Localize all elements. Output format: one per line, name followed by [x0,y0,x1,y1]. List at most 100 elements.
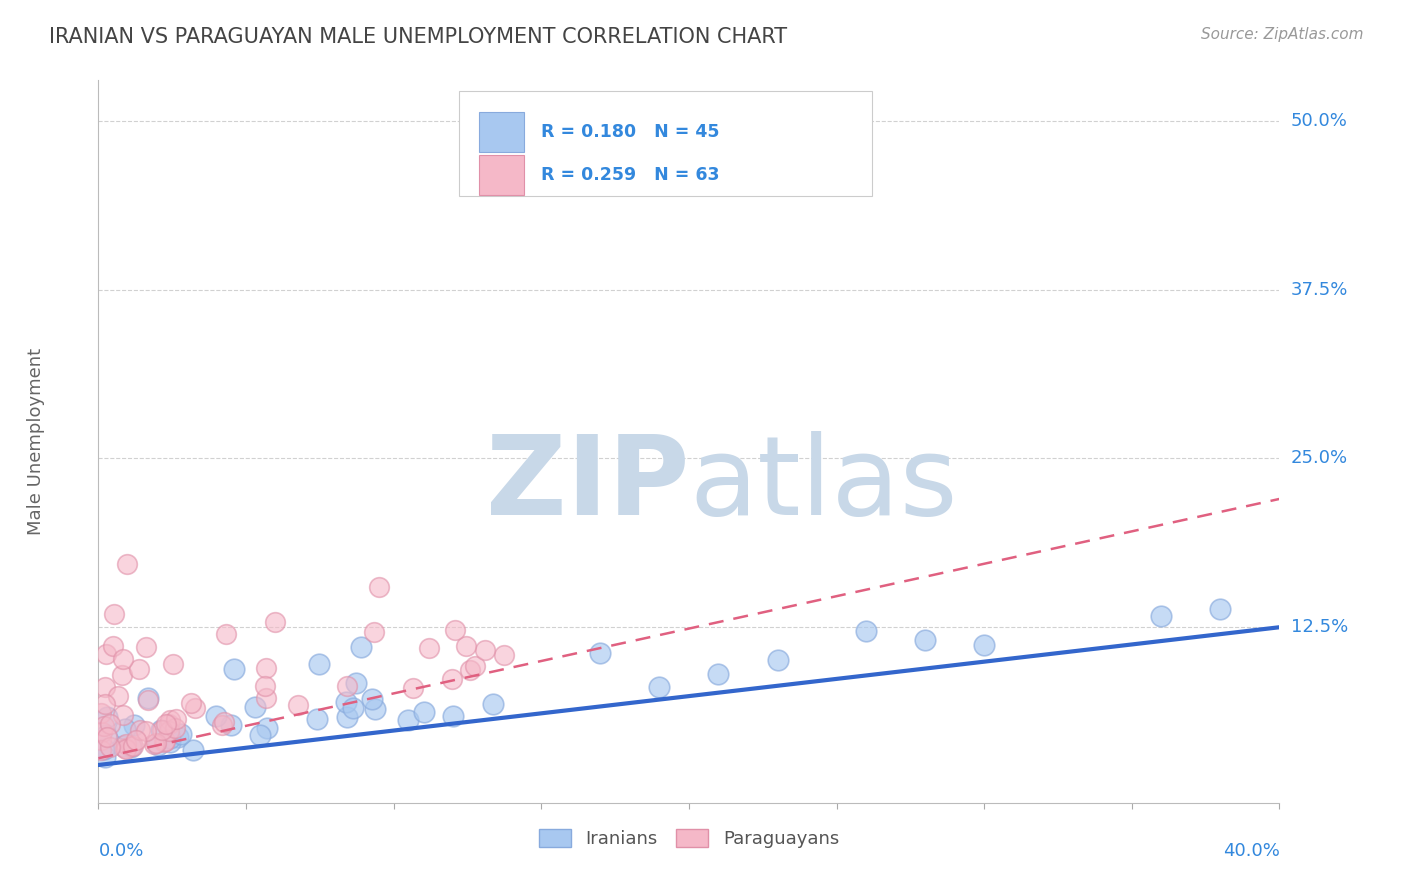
Point [418,640,440,655]
Point [94,680,117,694]
Text: Male Unemployment: Male Unemployment [27,348,45,535]
Point [205,709,228,723]
Point [766,653,789,667]
Point [855,624,877,638]
Point [335,695,357,709]
Point [122,718,145,732]
Point [413,705,436,719]
Point [96,647,118,661]
Point [146,739,169,753]
Point [96,731,118,745]
Point [159,713,181,727]
Point [94,728,117,742]
Point [125,732,148,747]
Point [90,706,112,720]
Point [120,739,142,754]
Text: 50.0%: 50.0% [1291,112,1347,130]
Point [441,708,464,723]
Point [163,721,186,735]
Point [111,652,134,666]
Point [214,714,236,729]
Point [149,723,172,737]
Point [111,667,134,681]
Point [350,640,373,655]
Point [136,693,159,707]
Bar [478,155,523,194]
Point [456,639,478,653]
Point [157,717,180,731]
Point [114,737,136,751]
Point [153,734,176,748]
Point [256,691,278,706]
Point [263,615,285,630]
Point [249,728,271,742]
Point [471,113,494,128]
Point [336,679,359,693]
Point [128,723,150,737]
Point [94,749,117,764]
Point [589,646,612,660]
Point [402,681,425,696]
Point [973,638,995,652]
Point [444,624,467,638]
Point [98,739,121,754]
Point [114,722,136,736]
Text: 40.0%: 40.0% [1223,842,1279,860]
Point [96,710,118,724]
Text: ZIP: ZIP [485,432,689,539]
Point [396,713,419,727]
Point [114,741,136,756]
Point [254,661,277,675]
Point [342,701,364,715]
Point [159,735,181,749]
Point [224,662,246,676]
Point [145,736,167,750]
Point [181,743,204,757]
Point [103,607,125,621]
Point [93,697,115,711]
Point [440,672,463,686]
Point [707,666,730,681]
Point [135,724,157,739]
Point [243,699,266,714]
Point [256,721,278,735]
Text: IRANIAN VS PARAGUAYAN MALE UNEMPLOYMENT CORRELATION CHART: IRANIAN VS PARAGUAYAN MALE UNEMPLOYMENT … [49,27,787,46]
Point [135,640,157,654]
Point [115,741,138,756]
Point [98,717,121,731]
Point [363,625,385,640]
Point [122,739,145,753]
Point [166,712,188,726]
Text: 37.5%: 37.5% [1291,281,1348,299]
Point [120,739,142,754]
Point [101,639,124,653]
Text: atlas: atlas [689,432,957,539]
Point [153,734,176,748]
FancyBboxPatch shape [458,91,872,196]
Point [167,731,190,745]
Point [107,689,129,703]
Bar [478,112,523,152]
Point [308,657,330,671]
Point [128,662,150,676]
Point [458,664,481,678]
Point [254,679,277,693]
Point [474,642,496,657]
Point [150,723,173,738]
Point [1209,602,1232,616]
Text: R = 0.180   N = 45: R = 0.180 N = 45 [541,123,720,141]
Point [169,727,191,741]
Point [159,731,181,746]
Point [361,692,384,706]
Point [336,710,359,724]
Point [115,558,138,572]
Point [494,648,516,662]
Point [211,717,233,731]
Point [112,739,135,753]
Point [143,737,166,751]
Text: Source: ZipAtlas.com: Source: ZipAtlas.com [1201,27,1364,42]
Point [367,580,389,594]
Point [93,741,115,756]
Legend: Iranians, Paraguayans: Iranians, Paraguayans [531,822,846,855]
Point [344,676,367,690]
